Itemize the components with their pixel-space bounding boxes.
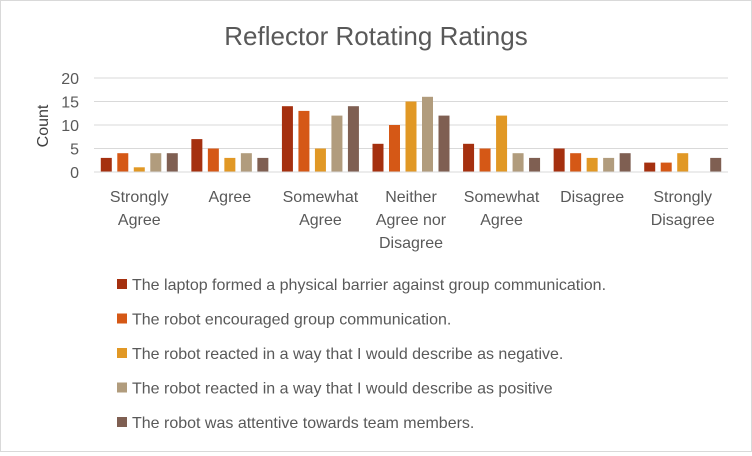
bar [677,153,689,172]
x-tick-label-line: Disagree [651,212,715,229]
bar [512,153,524,172]
x-tick-label-line: Strongly [653,189,712,206]
x-tick-label: Strongly Agree [110,189,169,229]
bar [479,148,491,172]
legend-label: The robot encouraged group communication… [132,312,451,329]
bar [405,101,417,172]
x-tick-label: Disagree [560,189,624,206]
bar [100,157,112,172]
bar [463,143,475,172]
bar [166,153,178,172]
x-tick-label: Strongly Disagree [651,189,715,229]
legend-swatch [117,382,127,393]
x-tick-label-line: Somewhat [464,189,540,206]
bar [660,162,672,172]
bar [710,157,722,172]
bar [207,148,219,172]
legend-label: The laptop formed a physical barrier aga… [132,277,606,294]
bar [496,115,508,172]
bar [117,153,129,172]
bars [100,96,722,172]
legend-swatch [117,348,127,358]
x-tick-label: Somewhat Agree [464,189,540,229]
bar [240,153,252,172]
y-axis-label: Count [35,104,52,147]
bar [586,157,598,172]
x-tick-label: Neither Agree nor Disagree [376,189,447,252]
bar [372,143,384,172]
x-tick-label: Somewhat Agree [283,189,359,229]
chart-title: Reflector Rotating Ratings [224,21,527,51]
x-axis-ticks: Strongly Agree Agree Somewhat Agree Neither Ag… [110,189,715,252]
legend-swatch [117,313,127,324]
y-tick-label: 5 [70,142,79,159]
x-tick-label-line: Agree [209,189,252,206]
x-tick-label-line: Disagree [560,189,624,206]
bar [603,157,615,172]
bar [347,106,359,172]
bar [644,162,656,172]
y-tick-label: 20 [61,71,79,88]
x-tick-label: Agree [209,189,252,206]
legend-label: The robot was attentive towards team mem… [132,415,474,432]
legend-swatch [117,279,127,289]
x-tick-label-line: Agree [118,212,161,229]
x-tick-label-line: Somewhat [283,189,359,206]
x-tick-label-line: Disagree [379,235,443,252]
y-tick-label: 10 [61,118,79,135]
x-tick-label-line: Neither [385,189,437,206]
legend-label: The robot reacted in a way that I would … [132,381,553,398]
bar [191,139,203,172]
y-axis-ticks: 0 5 10 15 20 [61,71,79,182]
bar [281,106,293,172]
bar [422,96,433,172]
bar [331,115,343,172]
x-tick-label-line: Agree [299,212,342,229]
x-tick-label-line: Agree [480,212,523,229]
legend-label: The robot reacted in a way that I would … [132,346,563,363]
x-tick-label-line: Agree nor [376,212,447,229]
bar [619,153,631,172]
bar [298,110,310,172]
legend-swatch [117,417,127,427]
bar [133,167,145,172]
bar [438,115,450,172]
bar [314,148,326,172]
y-tick-label: 0 [70,165,79,182]
x-tick-label-line: Strongly [110,189,169,206]
bar [150,153,162,172]
y-tick-label: 15 [61,95,79,112]
bar [224,157,236,172]
bar [553,148,565,172]
bar [257,157,269,172]
bar [529,157,541,172]
legend: The laptop formed a physical barrier aga… [117,277,606,432]
bar [389,125,400,172]
bar [570,153,582,172]
